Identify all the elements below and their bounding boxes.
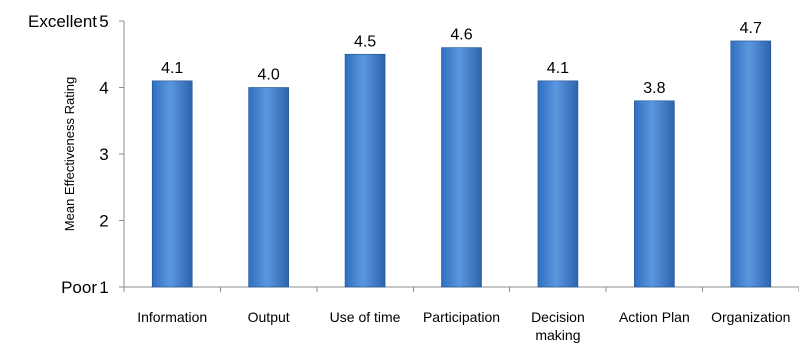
y-tick-label: 3 <box>99 145 108 164</box>
bar <box>248 87 289 288</box>
x-category-label: Decision making <box>531 309 585 343</box>
x-category-label: Use of time <box>330 309 401 325</box>
bar <box>634 100 675 288</box>
bar <box>537 80 579 288</box>
y-tick-label: 2 <box>99 212 108 231</box>
bar <box>344 53 386 288</box>
y-axis-label: Mean Effectiveness Rating <box>62 77 77 231</box>
bar <box>730 40 772 288</box>
bar <box>441 47 482 288</box>
x-category-label: Output <box>248 309 290 325</box>
y-tick-label: 1 <box>99 278 108 297</box>
y-anchor-top-label: Excellent <box>28 12 97 31</box>
bar-value-label: 4.5 <box>354 33 376 50</box>
y-axis-ticks: 1 2 3 4 5 <box>99 12 124 297</box>
x-category-label: Participation <box>423 309 500 325</box>
x-category-label: Action Plan <box>619 309 690 325</box>
x-category-label: Information <box>137 309 207 325</box>
y-anchor-bottom-label: Poor <box>61 278 97 297</box>
y-tick-label: 4 <box>99 79 108 98</box>
bar-series <box>151 40 772 288</box>
x-category-label: Organization <box>711 309 790 325</box>
bar-value-label: 4.0 <box>258 67 280 84</box>
bar-value-label: 4.7 <box>740 20 762 37</box>
bar-value-label: 4.1 <box>161 60 183 77</box>
y-tick-label: 5 <box>99 12 108 31</box>
data-labels: 4.1 4.0 4.5 4.6 4.1 3.8 4.7 <box>161 20 762 97</box>
bar-value-label: 3.8 <box>643 80 665 97</box>
bar <box>151 80 193 288</box>
x-axis-category-labels: Information Output Use of time Participatio… <box>123 287 799 343</box>
bar-value-label: 4.6 <box>450 27 472 44</box>
bar-value-label: 4.1 <box>547 60 569 77</box>
